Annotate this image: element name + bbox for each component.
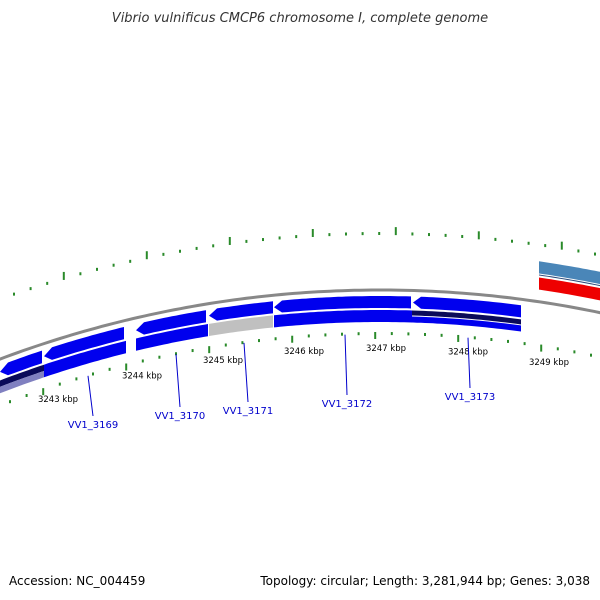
gene-block (412, 316, 521, 332)
gene-arrow-forward (0, 350, 42, 376)
map-title: Vibrio vulnificus CMCP6 chromosome I, co… (112, 11, 488, 26)
gene-leader-line (467, 337, 471, 389)
kbp-label: 3248 kbp (448, 348, 488, 358)
gene-block (136, 324, 208, 351)
gene-label-vv1_3172[interactable]: VV1_3172 (322, 399, 373, 410)
gene-block-light (0, 371, 44, 394)
kbp-label: 3249 kbp (529, 358, 569, 368)
gene-label-vv1_3170[interactable]: VV1_3170 (155, 411, 206, 422)
gene-leader-line (344, 334, 348, 396)
gene-arrow-forward (209, 301, 273, 321)
rna-feature-steelblue (539, 261, 600, 285)
gene-arrow-forward (413, 296, 521, 318)
gene-leader-line (243, 342, 249, 403)
rna-feature-red (539, 277, 600, 301)
gene-block (274, 310, 412, 328)
kbp-label: 3243 kbp (38, 395, 78, 405)
gene-label-vv1_3173[interactable]: VV1_3173 (445, 392, 496, 403)
kbp-label: 3246 kbp (284, 347, 324, 357)
genome-tracks (0, 227, 600, 404)
gene-leader-line (87, 375, 94, 417)
gene-arrow-forward (274, 296, 411, 313)
kbp-label: 3244 kbp (122, 372, 162, 382)
gene-label-vv1_3171[interactable]: VV1_3171 (223, 406, 274, 417)
gene-leader-line (175, 354, 181, 408)
kbp-label: 3247 kbp (366, 344, 406, 354)
gene-block-dark (412, 310, 521, 325)
feature-labels: 3243 kbp 3244 kbp 3245 kbp 3246 kbp 3247 kbp… (38, 334, 569, 431)
genome-stats-label: Topology: circular; Length: 3,281,944 bp… (259, 574, 590, 588)
rna-feature-edge (539, 274, 600, 287)
gene-block (44, 340, 126, 378)
accession-label: Accession: NC_004459 (9, 574, 145, 588)
gene-block-dark (0, 364, 44, 387)
gene-arrow-forward (136, 310, 206, 335)
gene-label-vv1_3169[interactable]: VV1_3169 (68, 420, 119, 431)
gene-block-gray (209, 315, 273, 336)
kbp-label: 3245 kbp (203, 356, 243, 366)
gene-arrow-forward (44, 327, 124, 360)
